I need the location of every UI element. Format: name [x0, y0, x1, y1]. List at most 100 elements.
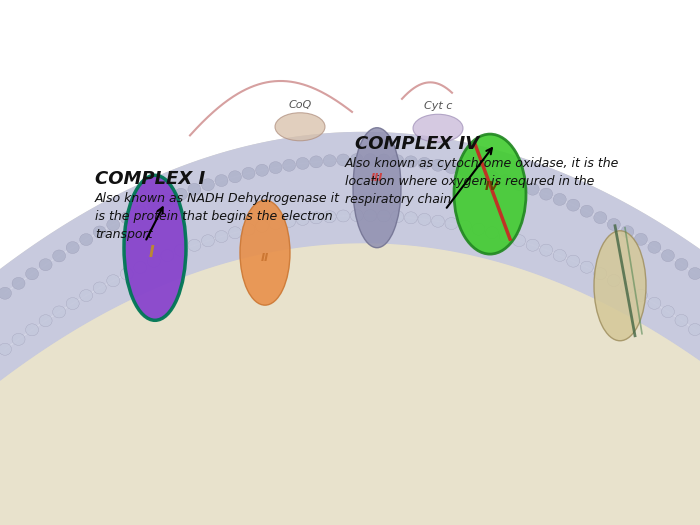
- Ellipse shape: [675, 314, 688, 327]
- Ellipse shape: [608, 275, 620, 287]
- Ellipse shape: [66, 298, 79, 310]
- Text: COMPLEX I: COMPLEX I: [95, 170, 205, 188]
- Ellipse shape: [120, 268, 133, 280]
- Ellipse shape: [634, 289, 648, 301]
- Ellipse shape: [567, 199, 580, 211]
- Ellipse shape: [662, 306, 674, 318]
- Ellipse shape: [418, 213, 431, 225]
- Ellipse shape: [202, 235, 214, 247]
- Ellipse shape: [364, 154, 377, 165]
- Ellipse shape: [106, 219, 120, 230]
- Ellipse shape: [188, 239, 201, 251]
- Ellipse shape: [621, 226, 634, 238]
- Ellipse shape: [124, 175, 186, 320]
- Text: II: II: [261, 253, 269, 262]
- Ellipse shape: [120, 212, 133, 224]
- Ellipse shape: [512, 235, 526, 247]
- Ellipse shape: [391, 155, 404, 167]
- Ellipse shape: [594, 212, 607, 224]
- Ellipse shape: [499, 174, 512, 186]
- Ellipse shape: [174, 188, 188, 200]
- Ellipse shape: [526, 239, 539, 251]
- Ellipse shape: [80, 234, 92, 246]
- Text: CoQ: CoQ: [288, 100, 312, 110]
- Ellipse shape: [567, 255, 580, 267]
- Ellipse shape: [405, 212, 417, 224]
- Ellipse shape: [580, 261, 594, 273]
- Ellipse shape: [134, 205, 147, 217]
- Ellipse shape: [418, 158, 431, 170]
- Ellipse shape: [553, 249, 566, 261]
- Ellipse shape: [540, 244, 553, 256]
- Text: III: III: [371, 173, 383, 183]
- Text: COMPLEX IV: COMPLEX IV: [355, 135, 479, 153]
- Text: I: I: [148, 245, 154, 260]
- Ellipse shape: [648, 242, 661, 253]
- Ellipse shape: [12, 277, 25, 289]
- Ellipse shape: [161, 194, 174, 206]
- Ellipse shape: [228, 227, 242, 239]
- Ellipse shape: [26, 324, 38, 336]
- Ellipse shape: [228, 171, 242, 183]
- Ellipse shape: [377, 154, 391, 166]
- Ellipse shape: [161, 249, 174, 261]
- Ellipse shape: [454, 134, 526, 254]
- Ellipse shape: [147, 255, 160, 267]
- Ellipse shape: [458, 220, 472, 232]
- Ellipse shape: [337, 154, 350, 166]
- Ellipse shape: [512, 178, 526, 191]
- Ellipse shape: [12, 333, 25, 345]
- Ellipse shape: [648, 297, 661, 309]
- Ellipse shape: [80, 290, 92, 301]
- Ellipse shape: [242, 223, 255, 235]
- Ellipse shape: [93, 282, 106, 294]
- Ellipse shape: [323, 155, 336, 167]
- Ellipse shape: [391, 211, 404, 223]
- Ellipse shape: [486, 171, 498, 183]
- Ellipse shape: [66, 242, 79, 254]
- Ellipse shape: [309, 212, 323, 224]
- Ellipse shape: [526, 183, 539, 195]
- Ellipse shape: [202, 178, 214, 191]
- Ellipse shape: [269, 162, 282, 174]
- Ellipse shape: [445, 217, 458, 229]
- Ellipse shape: [52, 250, 66, 262]
- Ellipse shape: [350, 154, 363, 165]
- Ellipse shape: [52, 306, 66, 318]
- Ellipse shape: [458, 164, 472, 176]
- Ellipse shape: [350, 209, 363, 222]
- Ellipse shape: [377, 210, 391, 222]
- Ellipse shape: [188, 183, 201, 195]
- Text: Also known as NADH Dehydrogenase it
is the protein that begins the electron
tran: Also known as NADH Dehydrogenase it is t…: [95, 192, 340, 241]
- Ellipse shape: [240, 200, 290, 305]
- Ellipse shape: [26, 268, 38, 280]
- Ellipse shape: [553, 193, 566, 205]
- Ellipse shape: [93, 226, 106, 238]
- Ellipse shape: [39, 259, 52, 271]
- Ellipse shape: [499, 230, 512, 243]
- Ellipse shape: [472, 167, 485, 179]
- Ellipse shape: [0, 343, 11, 355]
- Ellipse shape: [621, 282, 634, 293]
- Ellipse shape: [283, 215, 295, 227]
- Ellipse shape: [431, 159, 444, 171]
- Ellipse shape: [215, 175, 228, 186]
- Text: Cyt c: Cyt c: [424, 101, 452, 111]
- Ellipse shape: [323, 211, 336, 223]
- Ellipse shape: [445, 162, 458, 174]
- Ellipse shape: [486, 227, 498, 239]
- Ellipse shape: [580, 205, 594, 217]
- Text: Also known as cytochrome oxidase, it is the
location where oxygen is requred in : Also known as cytochrome oxidase, it is …: [345, 157, 620, 206]
- Ellipse shape: [608, 218, 620, 230]
- Ellipse shape: [0, 287, 11, 299]
- Ellipse shape: [215, 230, 228, 243]
- Ellipse shape: [39, 314, 52, 327]
- Ellipse shape: [405, 156, 417, 168]
- Ellipse shape: [256, 220, 269, 232]
- Ellipse shape: [134, 261, 147, 274]
- Ellipse shape: [472, 223, 485, 235]
- Ellipse shape: [353, 128, 401, 248]
- Ellipse shape: [147, 200, 160, 212]
- Ellipse shape: [174, 244, 188, 256]
- Ellipse shape: [283, 159, 295, 171]
